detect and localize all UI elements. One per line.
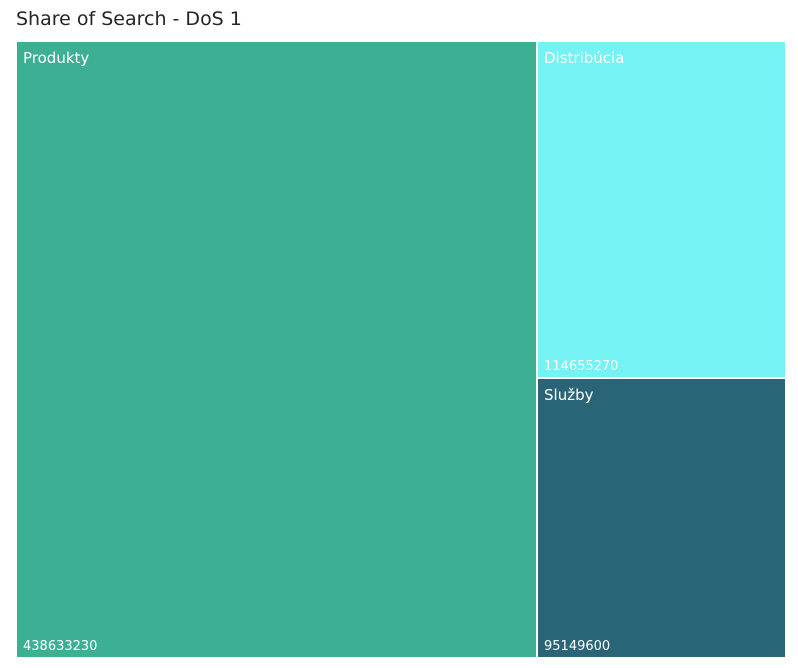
treemap-tile-sluzby[interactable]: Služby 95149600 <box>537 378 786 658</box>
treemap-tile-produkty[interactable]: Produkty 438633230 <box>16 41 537 658</box>
treemap-tile-distribucia[interactable]: Distribúcia 114655270 <box>537 41 786 378</box>
tile-value: 114655270 <box>544 359 619 374</box>
tile-value: 95149600 <box>544 639 611 654</box>
tile-value: 438633230 <box>23 639 98 654</box>
chart-title: Share of Search - DoS 1 <box>16 8 242 30</box>
tile-label: Produkty <box>23 49 90 67</box>
tile-label: Distribúcia <box>544 49 625 67</box>
treemap: Produkty 438633230 Distribúcia 114655270 Slu… <box>16 41 786 658</box>
tile-label: Služby <box>544 386 594 404</box>
